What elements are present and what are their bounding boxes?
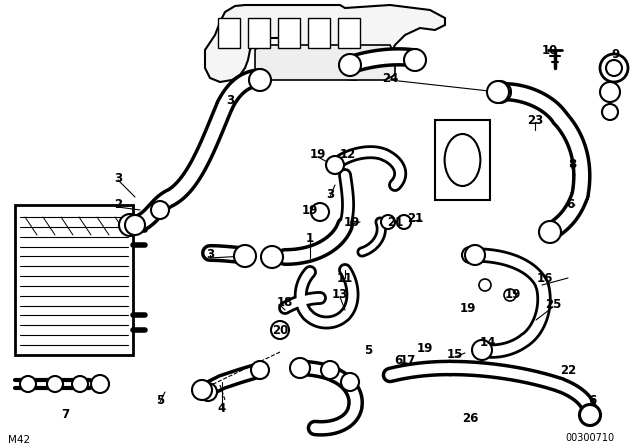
Circle shape	[487, 81, 509, 103]
Bar	[15, 205, 133, 355]
Bar	[308, 18, 330, 48]
Text: 19: 19	[417, 341, 433, 354]
Text: 6: 6	[588, 393, 596, 406]
Circle shape	[119, 214, 141, 236]
Circle shape	[339, 54, 361, 76]
Text: 6: 6	[394, 353, 402, 366]
Circle shape	[341, 373, 359, 391]
Circle shape	[251, 361, 269, 379]
Text: 9: 9	[611, 48, 619, 61]
Circle shape	[404, 49, 426, 71]
Text: 21: 21	[387, 216, 403, 229]
Text: 3: 3	[114, 172, 122, 185]
Circle shape	[125, 215, 145, 235]
Text: 12: 12	[340, 148, 356, 161]
Text: 21: 21	[407, 211, 423, 224]
Polygon shape	[255, 45, 395, 80]
Circle shape	[151, 201, 169, 219]
Text: 8: 8	[568, 159, 576, 172]
Text: 00300710: 00300710	[565, 433, 614, 443]
Text: 1: 1	[306, 232, 314, 245]
Circle shape	[479, 279, 491, 291]
Circle shape	[20, 376, 36, 392]
Text: 20: 20	[272, 323, 288, 336]
Circle shape	[91, 375, 109, 393]
Bar	[248, 18, 270, 48]
Bar	[338, 18, 360, 48]
Circle shape	[234, 245, 256, 267]
Circle shape	[311, 203, 329, 221]
Circle shape	[600, 54, 628, 82]
Circle shape	[72, 376, 88, 392]
Text: 7: 7	[61, 409, 69, 422]
Bar	[278, 18, 300, 48]
Text: 17: 17	[400, 353, 416, 366]
Circle shape	[465, 245, 485, 265]
Text: 6: 6	[566, 198, 574, 211]
Text: 10: 10	[542, 43, 558, 56]
Text: 18: 18	[277, 297, 293, 310]
Text: M42: M42	[8, 435, 30, 445]
Circle shape	[192, 380, 212, 400]
Text: 3: 3	[206, 249, 214, 262]
Text: 23: 23	[527, 113, 543, 126]
Polygon shape	[205, 5, 445, 82]
Text: 5: 5	[156, 393, 164, 406]
Text: 16: 16	[537, 271, 553, 284]
Circle shape	[472, 340, 492, 360]
Text: 19: 19	[460, 302, 476, 314]
Circle shape	[47, 376, 63, 392]
Text: 13: 13	[332, 289, 348, 302]
Text: 26: 26	[462, 412, 478, 425]
Circle shape	[249, 69, 271, 91]
Text: 19: 19	[310, 148, 326, 161]
Text: 24: 24	[382, 72, 398, 85]
Text: 19: 19	[344, 215, 360, 228]
Circle shape	[504, 289, 516, 301]
Circle shape	[489, 81, 511, 103]
Circle shape	[397, 215, 411, 229]
Text: 19: 19	[505, 289, 521, 302]
Circle shape	[579, 404, 601, 426]
Text: 3: 3	[326, 189, 334, 202]
Text: 19: 19	[302, 203, 318, 216]
Circle shape	[271, 321, 289, 339]
Text: 2: 2	[114, 198, 122, 211]
Circle shape	[321, 361, 339, 379]
Text: 15: 15	[447, 349, 463, 362]
Circle shape	[290, 358, 310, 378]
Circle shape	[580, 405, 600, 425]
Text: 22: 22	[560, 363, 576, 376]
Text: 11: 11	[337, 271, 353, 284]
Circle shape	[606, 60, 622, 76]
Circle shape	[381, 215, 395, 229]
Circle shape	[462, 247, 478, 263]
Circle shape	[326, 156, 344, 174]
Circle shape	[539, 221, 561, 243]
Circle shape	[261, 246, 283, 268]
Text: 3: 3	[226, 94, 234, 107]
Circle shape	[600, 82, 620, 102]
Circle shape	[199, 383, 217, 401]
Bar	[435, 120, 490, 200]
Text: 14: 14	[480, 336, 496, 349]
Ellipse shape	[445, 134, 481, 186]
Circle shape	[602, 104, 618, 120]
Text: 4: 4	[218, 401, 226, 414]
Text: 5: 5	[364, 344, 372, 357]
Bar	[218, 18, 240, 48]
Text: 25: 25	[545, 298, 561, 311]
